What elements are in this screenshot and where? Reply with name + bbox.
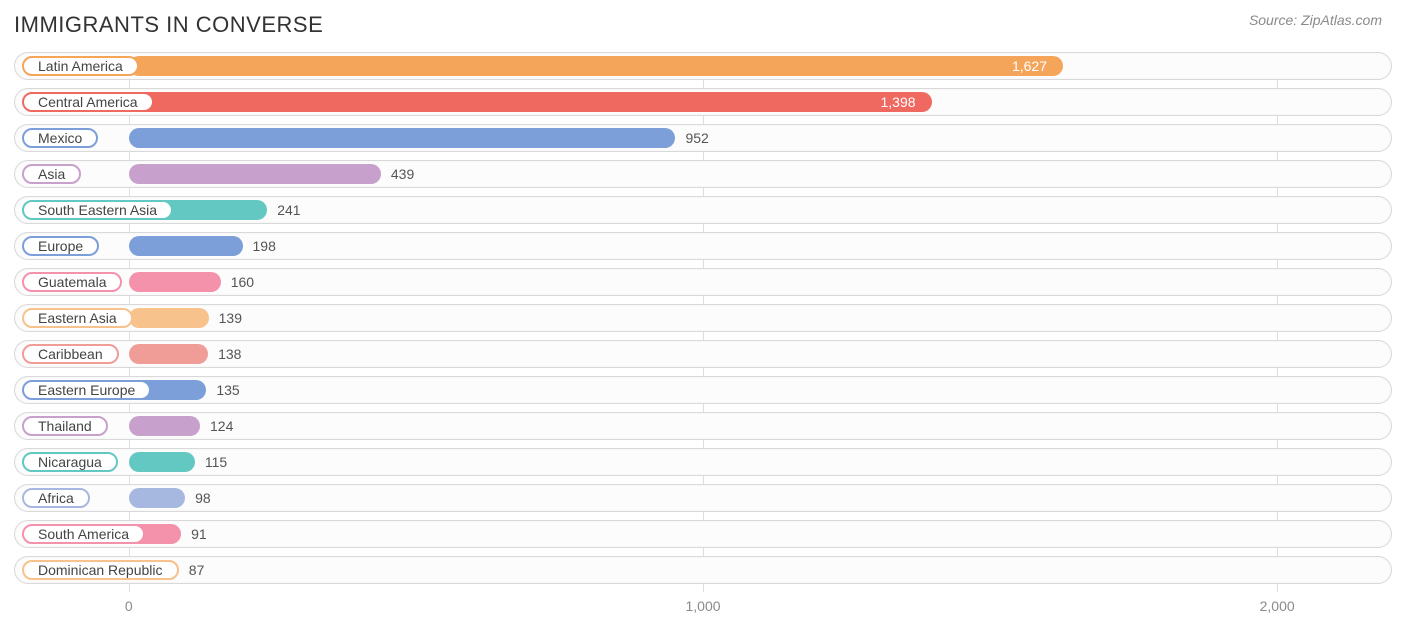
bar-row: Latin America 1,627 — [14, 52, 1392, 80]
bar — [129, 308, 209, 328]
bar-row: Dominican Republic87 — [14, 556, 1392, 584]
bar-value: 135 — [206, 376, 239, 404]
bar-value: 139 — [209, 304, 242, 332]
bar — [129, 128, 676, 148]
bar-row: Nicaragua 115 — [14, 448, 1392, 476]
x-tick: 1,000 — [685, 598, 720, 614]
bar-value: 1,627 — [1012, 52, 1063, 80]
bar — [129, 56, 1063, 76]
bar — [129, 452, 195, 472]
bar-row: Caribbean 138 — [14, 340, 1392, 368]
bar-value: 98 — [185, 484, 211, 512]
chart-plot-area: Latin America 1,627 Central America 1,398 Me… — [14, 52, 1392, 592]
bar-track — [14, 520, 1392, 548]
bar — [129, 344, 208, 364]
bar-row: Africa 98 — [14, 484, 1392, 512]
x-tick: 2,000 — [1260, 598, 1295, 614]
bar-value: 439 — [381, 160, 414, 188]
x-axis: 0 1,000 2,000 — [14, 592, 1392, 622]
bar-row: Thailand 124 — [14, 412, 1392, 440]
bar-label: Eastern Europe — [22, 380, 151, 400]
bar — [129, 236, 243, 256]
bar — [129, 416, 200, 436]
bar-label: Mexico — [22, 128, 98, 148]
chart-title: IMMIGRANTS IN CONVERSE — [14, 12, 1392, 38]
bar-row: Guatemala 160 — [14, 268, 1392, 296]
bar-label: Guatemala — [22, 272, 122, 292]
bar-label: Latin America — [22, 56, 139, 76]
bar-row: Mexico 952 — [14, 124, 1392, 152]
bar-label: South Eastern Asia — [22, 200, 173, 220]
bar-row: Asia 439 — [14, 160, 1392, 188]
bar — [129, 92, 932, 112]
bar-label: Africa — [22, 488, 90, 508]
x-tick: 0 — [125, 598, 133, 614]
chart-container: IMMIGRANTS IN CONVERSE Source: ZipAtlas.… — [0, 0, 1406, 643]
bar-value: 952 — [675, 124, 708, 152]
bar-label: Asia — [22, 164, 81, 184]
bar-label: Central America — [22, 92, 154, 112]
bar-value: 1,398 — [880, 88, 931, 116]
bar-value: 138 — [208, 340, 241, 368]
bar-value: 160 — [221, 268, 254, 296]
bar — [129, 164, 381, 184]
bar-value: 198 — [243, 232, 276, 260]
bar-value: 124 — [200, 412, 233, 440]
bar-value: 87 — [179, 556, 205, 584]
bar-value: 115 — [195, 448, 227, 476]
bar-label: Dominican Republic — [22, 560, 179, 580]
bar-label: Eastern Asia — [22, 308, 133, 328]
bar — [129, 272, 221, 292]
bar-label: Caribbean — [22, 344, 119, 364]
bar-track — [14, 484, 1392, 512]
bar-label: South America — [22, 524, 145, 544]
bar-track — [14, 556, 1392, 584]
bar-label: Nicaragua — [22, 452, 118, 472]
bar-row: Eastern Europe 135 — [14, 376, 1392, 404]
bar-row: Central America 1,398 — [14, 88, 1392, 116]
chart-source: Source: ZipAtlas.com — [1249, 12, 1382, 28]
bar-label: Europe — [22, 236, 99, 256]
bar-row: South America 91 — [14, 520, 1392, 548]
bar-row: South Eastern Asia 241 — [14, 196, 1392, 224]
bar — [129, 488, 185, 508]
bar-row: Europe 198 — [14, 232, 1392, 260]
bar-label: Thailand — [22, 416, 108, 436]
bar-row: Eastern Asia 139 — [14, 304, 1392, 332]
bar-value: 91 — [181, 520, 207, 548]
bar-value: 241 — [267, 196, 300, 224]
